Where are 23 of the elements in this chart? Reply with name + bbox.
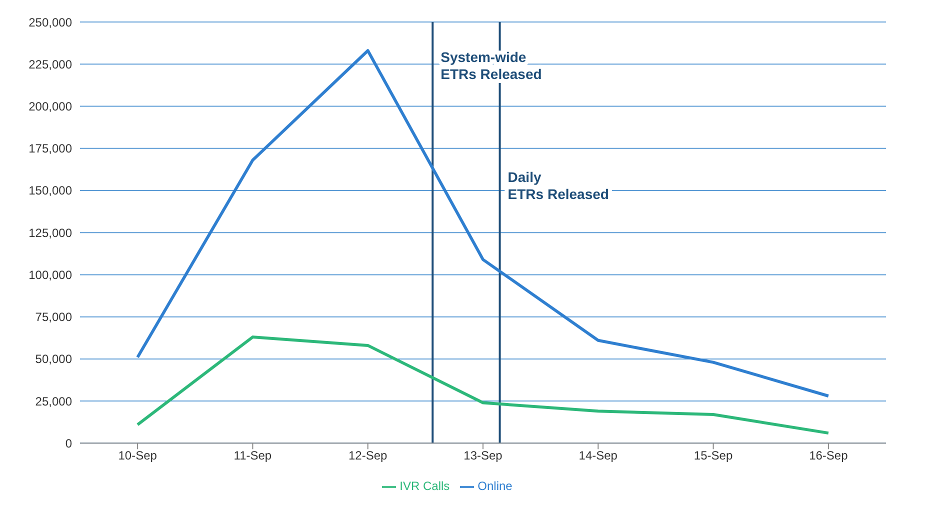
y-tick-label: 250,000 <box>28 15 72 30</box>
y-tick-label: 125,000 <box>28 226 72 240</box>
y-tick-label: 200,000 <box>28 99 72 114</box>
y-tick-label: 25,000 <box>35 394 72 408</box>
y-tick-label: 0 <box>65 436 72 450</box>
x-tick-label: 14-Sep <box>578 448 618 463</box>
y-tick-label: 100,000 <box>28 268 72 282</box>
x-tick-label: 13-Sep <box>464 448 503 463</box>
x-tick-label: 15-Sep <box>694 448 733 463</box>
y-tick-label: 225,000 <box>28 57 72 72</box>
y-tick-label: 50,000 <box>35 352 72 366</box>
line-series <box>136 336 830 435</box>
ref-line-label: Daily ETRs Released <box>508 169 609 202</box>
x-tick-label: 12-Sep <box>348 448 388 463</box>
x-tick-label: 10-Sep <box>118 448 158 463</box>
x-tick-label: 11-Sep <box>234 448 272 463</box>
x-tick-label: 16-Sep <box>809 448 848 463</box>
y-tick-label: 175,000 <box>28 142 72 156</box>
legend-label: Online <box>478 479 512 494</box>
legend-label: IVR Calls <box>400 479 450 494</box>
line-series <box>136 49 830 398</box>
y-tick-label: 150,000 <box>28 184 72 198</box>
y-tick-label: 75,000 <box>35 310 72 324</box>
